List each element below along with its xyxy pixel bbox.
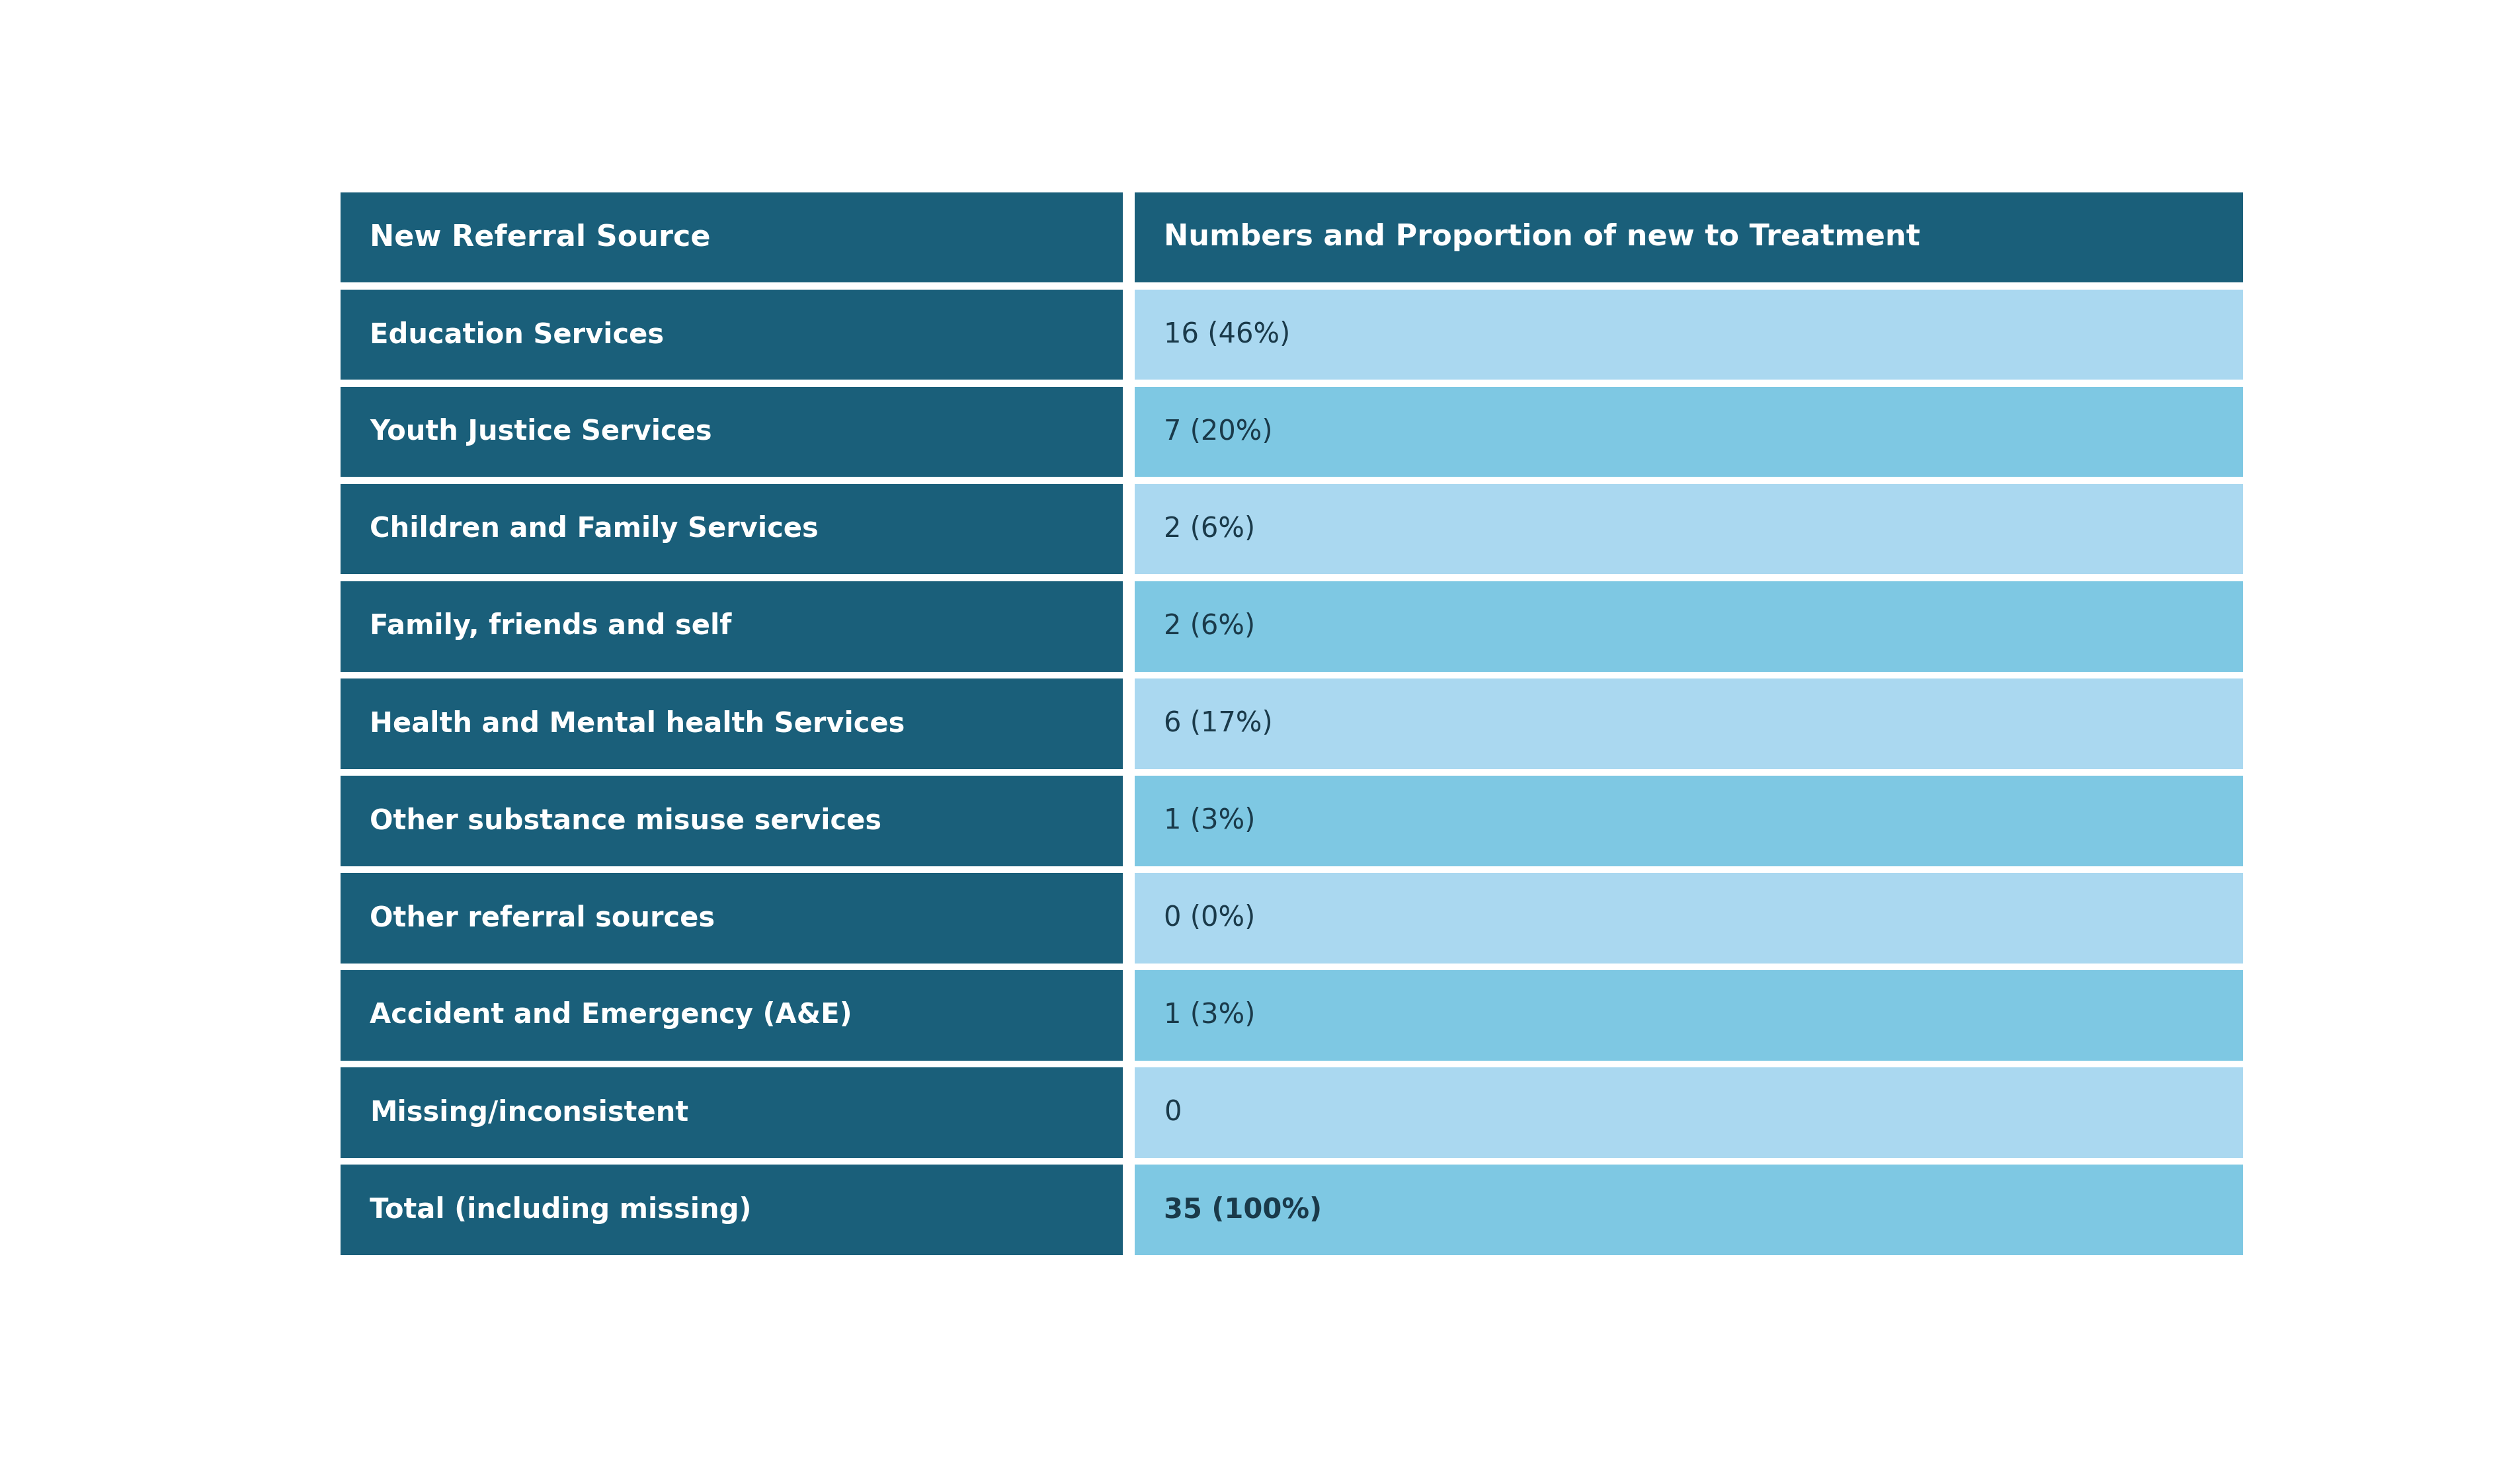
Text: Total (including missing): Total (including missing) (370, 1196, 751, 1224)
Text: 7 (20%): 7 (20%) (1164, 418, 1273, 446)
Text: Accident and Emergency (A&E): Accident and Emergency (A&E) (370, 1002, 852, 1029)
Text: Education Services: Education Services (370, 321, 665, 349)
Text: 2 (6%): 2 (6%) (1164, 516, 1255, 542)
Text: 1 (3%): 1 (3%) (1164, 1002, 1255, 1029)
Bar (340, 387, 1124, 477)
Bar (1134, 678, 2243, 769)
Bar (1134, 581, 2243, 671)
Text: New Referral Source: New Referral Source (370, 223, 711, 251)
Bar (340, 192, 1124, 282)
Bar (1134, 483, 2243, 575)
Bar (340, 1067, 1124, 1157)
Bar (1134, 1165, 2243, 1255)
Bar (340, 970, 1124, 1061)
Bar (1134, 776, 2243, 866)
Bar (1134, 1067, 2243, 1157)
Text: Children and Family Services: Children and Family Services (370, 516, 819, 542)
Text: 6 (17%): 6 (17%) (1164, 709, 1273, 738)
Text: Missing/inconsistent: Missing/inconsistent (370, 1098, 688, 1126)
Text: 0: 0 (1164, 1098, 1182, 1126)
Bar (340, 290, 1124, 380)
Text: 0 (0%): 0 (0%) (1164, 905, 1255, 933)
Text: 1 (3%): 1 (3%) (1164, 807, 1255, 835)
Text: Other substance misuse services: Other substance misuse services (370, 807, 882, 835)
Text: Youth Justice Services: Youth Justice Services (370, 418, 713, 446)
Bar (340, 1165, 1124, 1255)
Text: Numbers and Proportion of new to Treatment: Numbers and Proportion of new to Treatme… (1164, 223, 1920, 251)
Text: 35 (100%): 35 (100%) (1164, 1196, 1323, 1224)
Bar (1134, 387, 2243, 477)
Bar (340, 873, 1124, 964)
Bar (1134, 192, 2243, 282)
Text: 2 (6%): 2 (6%) (1164, 612, 1255, 640)
Text: 16 (46%): 16 (46%) (1164, 321, 1290, 349)
Text: Health and Mental health Services: Health and Mental health Services (370, 709, 905, 738)
Bar (340, 776, 1124, 866)
Text: Family, friends and self: Family, friends and self (370, 612, 731, 640)
Text: Other referral sources: Other referral sources (370, 905, 716, 933)
Bar (1134, 970, 2243, 1061)
Bar (1134, 873, 2243, 964)
Bar (340, 581, 1124, 671)
Bar (340, 483, 1124, 575)
Bar (340, 678, 1124, 769)
Bar (1134, 290, 2243, 380)
